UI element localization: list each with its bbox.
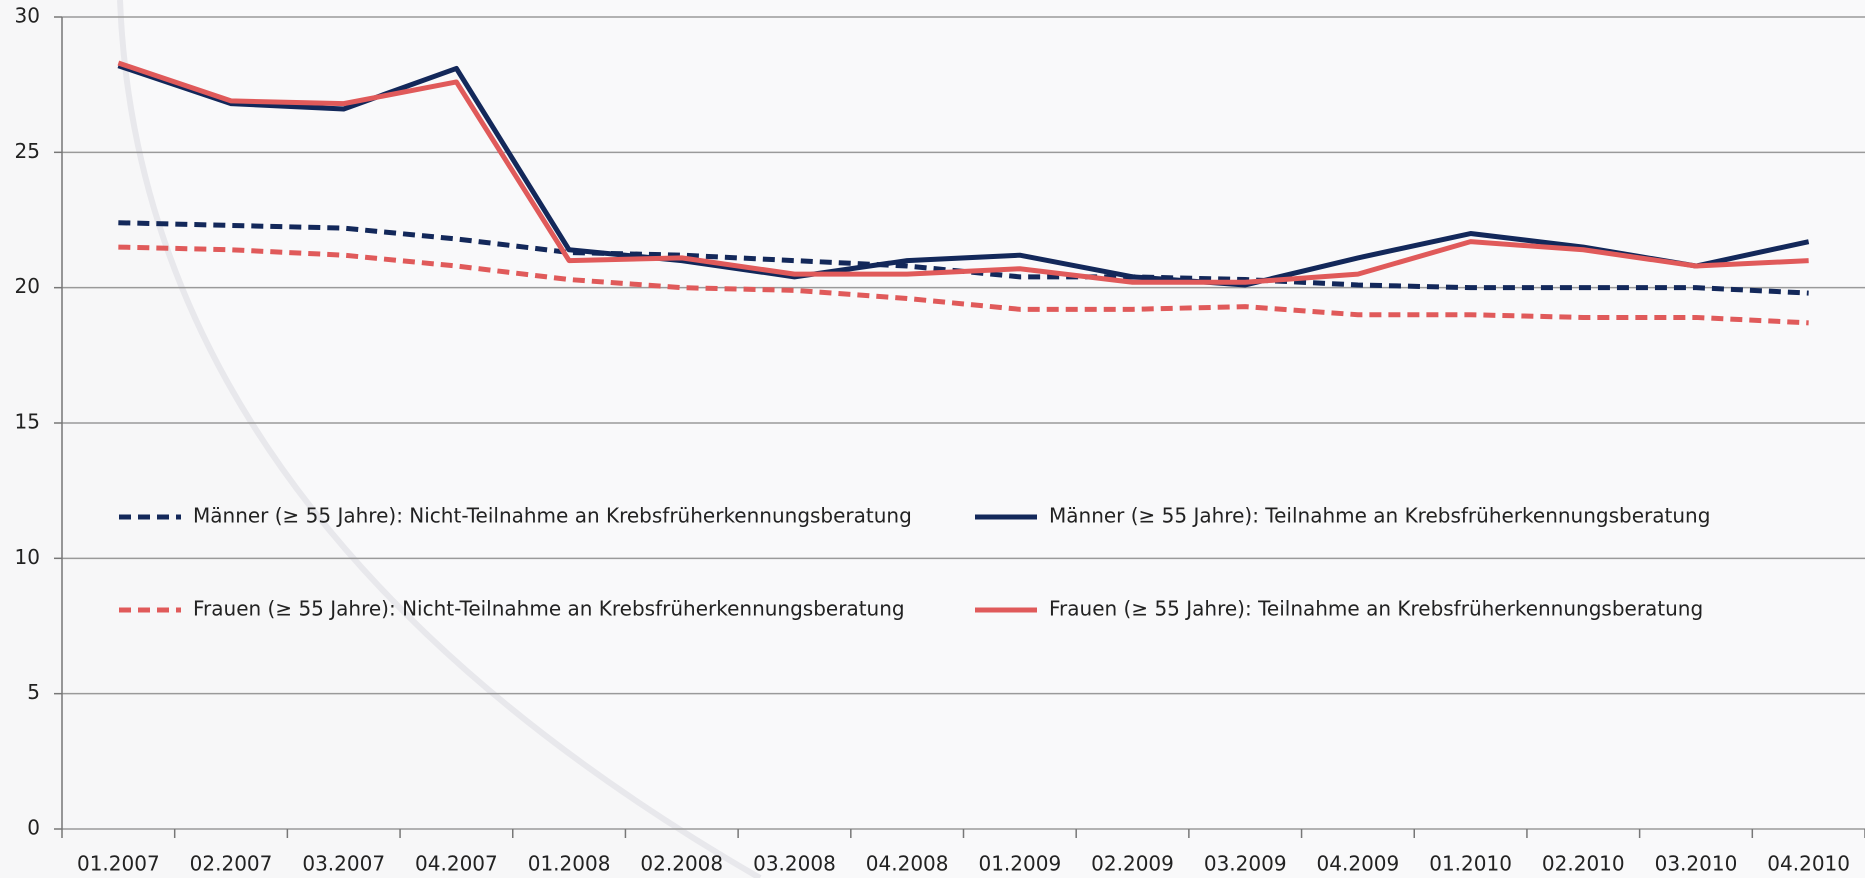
x-tick-label: 02.2010 bbox=[1542, 852, 1625, 876]
y-tick-label: 15 bbox=[15, 410, 40, 434]
line bbox=[118, 244, 1809, 326]
legend-label: Männer (≥ 55 Jahre): Teilnahme an Krebsf… bbox=[1049, 504, 1710, 528]
x-tick-label: 01.2007 bbox=[77, 852, 160, 876]
y-tick-label: 20 bbox=[15, 274, 40, 298]
legend-label: Frauen (≥ 55 Jahre): Teilnahme an Krebsf… bbox=[1049, 597, 1703, 621]
x-tick-label: 04.2008 bbox=[866, 852, 949, 876]
x-tick-label: 03.2008 bbox=[753, 852, 836, 876]
x-tick-label: 04.2009 bbox=[1317, 852, 1400, 876]
x-tick-label: 04.2007 bbox=[415, 852, 498, 876]
line bbox=[117, 60, 1809, 285]
y-tick-label: 10 bbox=[15, 545, 40, 569]
legend-label: Männer (≥ 55 Jahre): Nicht-Teilnahme an … bbox=[193, 504, 912, 528]
x-tick-label: 02.2009 bbox=[1091, 852, 1174, 876]
legend-label: Frauen (≥ 55 Jahre): Nicht-Teilnahme an … bbox=[193, 597, 905, 621]
x-tick-label: 01.2010 bbox=[1429, 852, 1512, 876]
y-tick-label: 5 bbox=[27, 680, 40, 704]
x-tick-label: 02.2007 bbox=[190, 852, 273, 876]
x-tick-label: 02.2008 bbox=[640, 852, 723, 876]
y-tick-label: 30 bbox=[15, 4, 40, 28]
x-tick-label: 03.2007 bbox=[302, 852, 385, 876]
y-tick-label: 0 bbox=[27, 816, 40, 840]
x-tick-label: 03.2009 bbox=[1204, 852, 1287, 876]
x-tick-label: 01.2008 bbox=[528, 852, 611, 876]
x-tick-label: 03.2010 bbox=[1655, 852, 1738, 876]
background-shade bbox=[120, 0, 1865, 878]
background-curve bbox=[117, 0, 762, 878]
x-tick-label: 01.2009 bbox=[978, 852, 1061, 876]
x-tick-label: 04.2010 bbox=[1767, 852, 1850, 876]
y-tick-label: 25 bbox=[15, 139, 40, 163]
line bbox=[117, 63, 1810, 288]
